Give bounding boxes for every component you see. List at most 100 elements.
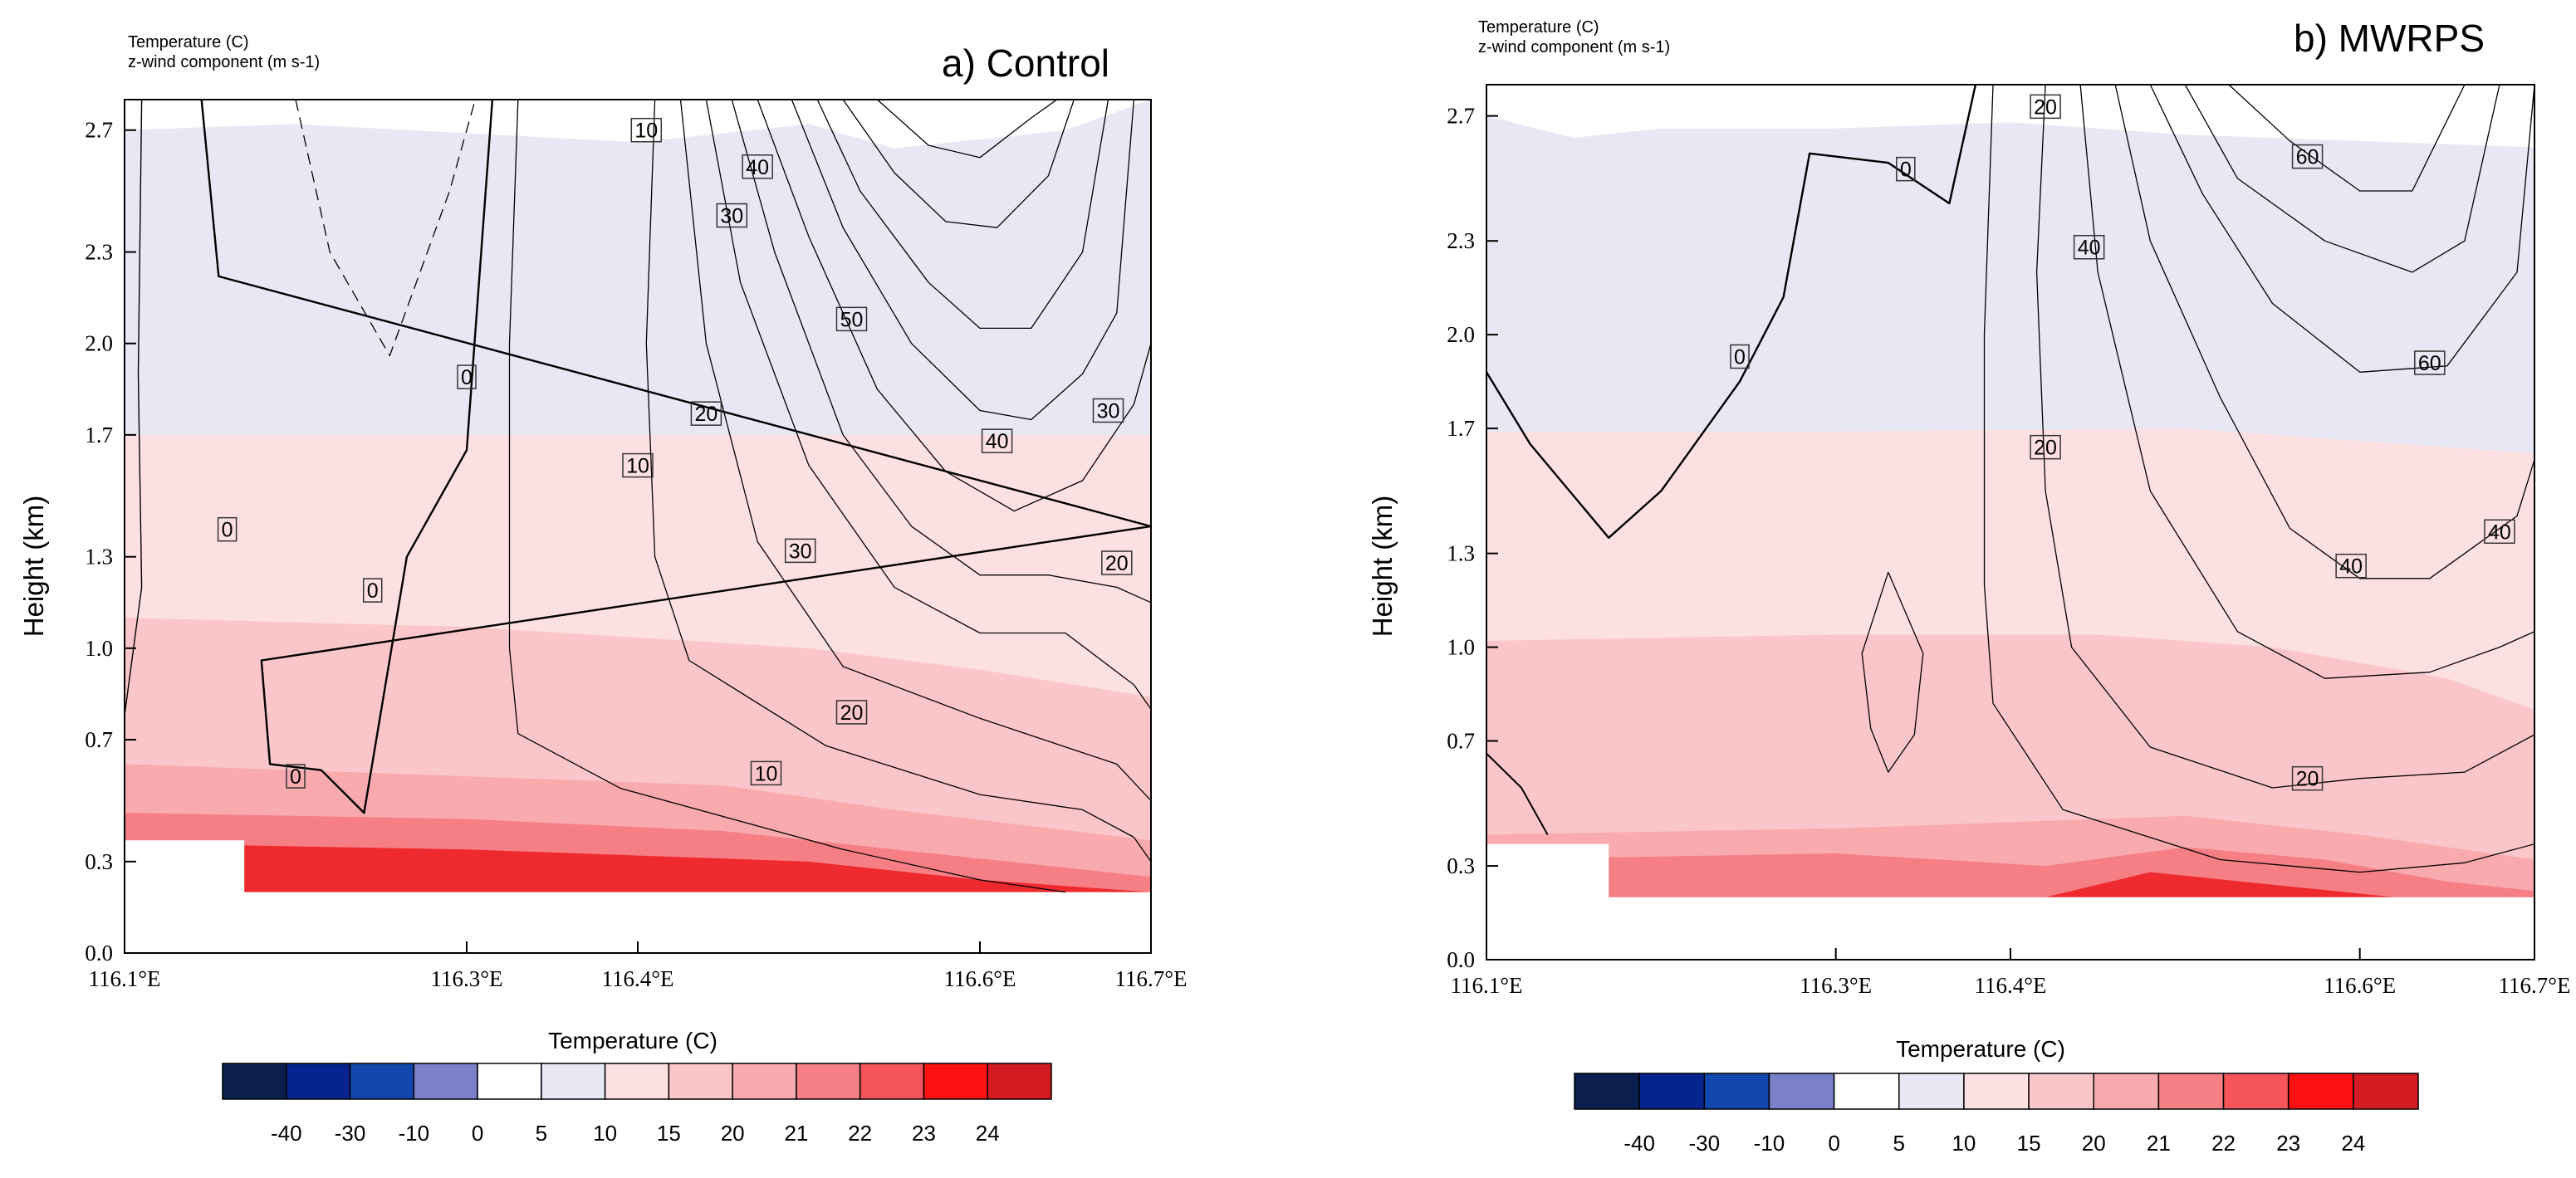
- contour-label-box: [2030, 94, 2061, 120]
- colorbar-label: -10: [399, 1121, 430, 1146]
- y-tick-label: 2.0: [85, 331, 113, 356]
- panel-header-line-2: z-wind component (m s-1): [1478, 38, 1670, 56]
- y-axis-label: Height (km): [1367, 496, 1398, 638]
- colorbar-label: -40: [1623, 1131, 1655, 1156]
- colorbar-swatch-11: [923, 1063, 988, 1100]
- contour-label-box: [742, 154, 773, 179]
- colorbar-swatch-12: [2353, 1073, 2419, 1110]
- contour-label-box: [362, 578, 383, 603]
- contour-label-text: 0: [1900, 159, 1912, 182]
- colorbar-label: 0: [1828, 1131, 1839, 1156]
- x-tick-label: 116.4°E: [1974, 973, 2046, 998]
- colorbar-label: 24: [976, 1121, 1000, 1146]
- contour-label-0: 10: [630, 117, 663, 143]
- y-tick-label: 1.0: [85, 636, 113, 661]
- colorbar-swatch-1: [286, 1063, 351, 1100]
- contour-label-text: 20: [840, 701, 864, 725]
- wind-contour-4: [2035, 84, 2535, 789]
- contour-label-4: 0: [1730, 344, 1750, 369]
- contour-label-text: 20: [694, 403, 717, 426]
- colorbar-swatch-4: [1833, 1073, 1900, 1110]
- wind-contour-4: [645, 99, 1152, 863]
- contour-label-10: 30: [784, 538, 816, 563]
- contour-label-text: 40: [746, 156, 769, 179]
- contour-label-2: 30: [716, 203, 748, 228]
- contour-label-text: 20: [2296, 768, 2319, 791]
- contour-label-4: 0: [457, 364, 477, 389]
- contour-label-text: 30: [1097, 399, 1120, 423]
- x-tick-label: 116.3°E: [430, 966, 502, 991]
- colorbar-swatch-8: [732, 1063, 797, 1100]
- contour-label-7: 40: [981, 428, 1013, 453]
- contour-label-box: [981, 428, 1013, 453]
- wind-contour-2: [295, 99, 476, 357]
- contour-label-text: 10: [626, 455, 649, 478]
- colorbar-label: 23: [2276, 1131, 2300, 1156]
- contour-label-box: [1730, 344, 1750, 369]
- panel-header-line-1: Temperature (C): [128, 33, 249, 51]
- colorbar-swatch-6: [604, 1063, 670, 1100]
- contour-label-box: [2335, 553, 2367, 579]
- colorbar-label: 0: [472, 1121, 483, 1146]
- wind-contour-7: [2149, 84, 2535, 373]
- contour-label-5: 60: [2414, 350, 2446, 375]
- y-tick-label: 1.7: [85, 423, 113, 447]
- colorbar-label: 23: [912, 1121, 936, 1146]
- colorbar-swatch-3: [413, 1063, 478, 1100]
- contour-label-box: [1092, 398, 1124, 423]
- contour-label-14: 10: [750, 760, 782, 785]
- wind-contour-0: [200, 99, 1153, 814]
- wind-contour-1: [1486, 752, 1549, 835]
- x-tick-label: 116.1°E: [88, 966, 160, 991]
- colorbar-swatch-3: [1768, 1073, 1835, 1110]
- colorbar-label: 20: [721, 1121, 745, 1146]
- contour-label-3: 40: [2073, 234, 2105, 260]
- wind-contour-11: [842, 99, 1075, 228]
- colorbar-swatch-10: [859, 1063, 925, 1100]
- wind-contour-10: [816, 99, 1109, 330]
- wind-contour-3: [508, 99, 1066, 893]
- x-tick-label: 116.6°E: [943, 966, 1016, 991]
- contour-label-1: 60: [2291, 144, 2324, 169]
- x-tick-label: 116.3°E: [1800, 973, 1872, 998]
- wind-contour-6: [705, 99, 1152, 710]
- colorbar-title: Temperature (C): [548, 1028, 717, 1053]
- x-tick-label: 116.1°E: [1450, 973, 1522, 998]
- colorbar-label: 15: [657, 1121, 681, 1146]
- colorbar-swatch-10: [2222, 1073, 2290, 1110]
- colorbar-label: 20: [2082, 1131, 2106, 1156]
- colorbar-label: 15: [2017, 1131, 2041, 1156]
- contour-label-text: 60: [2418, 352, 2441, 375]
- contour-label-box: [2484, 519, 2515, 545]
- colorbar-title: Temperature (C): [1896, 1036, 2065, 1062]
- wind-contour-3: [1983, 84, 2535, 873]
- panel-header-line-2: z-wind component (m s-1): [128, 53, 320, 71]
- x-tick-label: 116.7°E: [1114, 966, 1187, 991]
- colorbar-swatch-9: [796, 1063, 861, 1100]
- wind-contour-8: [757, 99, 1152, 512]
- contour-label-text: 0: [367, 579, 379, 603]
- y-axis-label: Height (km): [18, 496, 49, 638]
- contour-label-3: 50: [835, 306, 868, 331]
- contour-label-box: [622, 452, 654, 478]
- wind-contour-12: [876, 99, 1058, 159]
- y-tick-label: 1.0: [1447, 635, 1475, 660]
- colorbar-swatch-11: [2287, 1073, 2354, 1110]
- terrain-mask: [125, 840, 1151, 953]
- contour-label-text: 20: [1105, 552, 1129, 575]
- colorbar-label: 21: [784, 1121, 808, 1146]
- contour-label-box: [2291, 765, 2324, 791]
- contour-label-1: 40: [742, 154, 773, 179]
- contour-label-text: 10: [634, 120, 658, 143]
- colorbar-label: 5: [536, 1121, 547, 1146]
- y-tick-label: 2.7: [1447, 104, 1475, 129]
- colorbar-label: 21: [2147, 1131, 2171, 1156]
- contour-label-8: 40: [2335, 553, 2367, 579]
- contour-label-box: [2030, 434, 2061, 460]
- y-tick-label: 1.7: [1447, 416, 1475, 441]
- contour-label-box: [630, 117, 663, 143]
- y-tick-label: 2.3: [1447, 228, 1475, 253]
- wind-contour-9: [791, 99, 1135, 421]
- contour-label-box: [286, 764, 306, 789]
